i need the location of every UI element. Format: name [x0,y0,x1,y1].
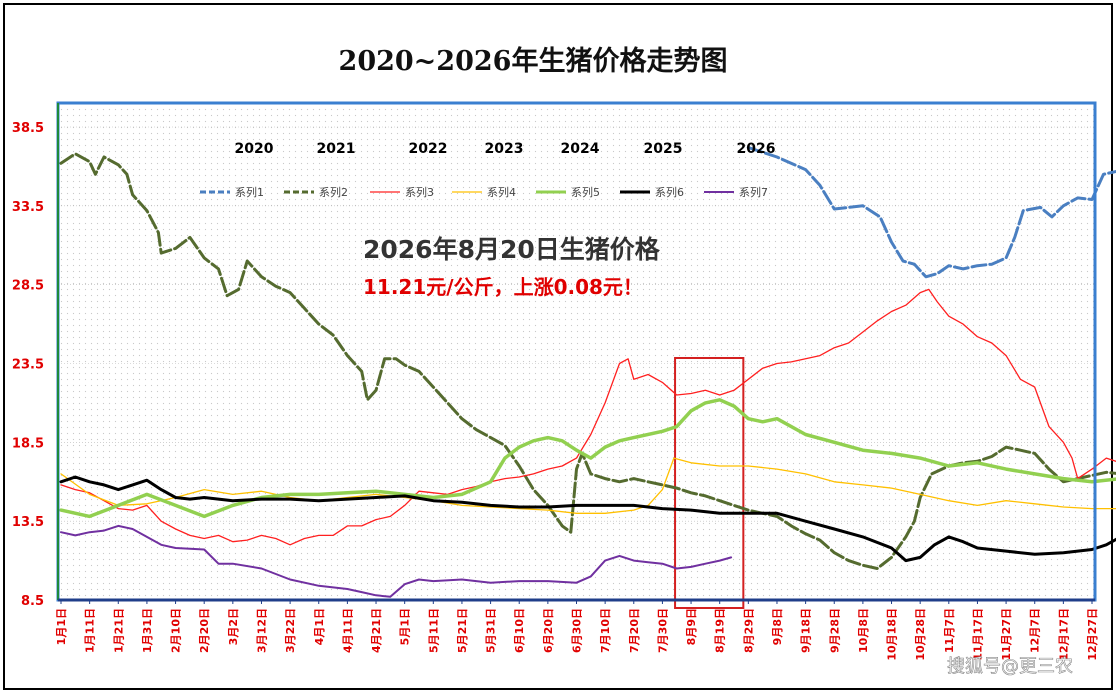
x-tick-label: 5月21日 [456,608,469,653]
x-tick-label: 3月22日 [284,608,297,653]
series-line-系列7 [60,524,733,598]
x-tick-label: 1月1日 [55,608,68,645]
series-line-系列5 [59,398,1116,519]
x-tick-label: 12月27日 [1086,608,1099,661]
plot-area [58,103,1095,600]
x-tick-label: 1月31日 [141,608,154,653]
legend-label: 系列3 [405,185,434,199]
x-tick-label: 9月18日 [800,608,813,653]
x-tick-label: 5月31日 [485,608,498,653]
x-tick-label: 1月11日 [84,608,97,653]
x-tick-label: 5月1日 [399,608,412,645]
x-tick-label: 10月28日 [914,608,927,661]
x-tick-label: 10月8日 [857,608,870,653]
legend-label: 系列4 [487,185,516,199]
x-tick-label: 7月30日 [656,608,669,653]
x-tick-label: 11月27日 [1000,608,1013,661]
x-tick-label: 12月17日 [1057,608,1070,661]
y-axis-ticks: 38.5 33.5 28.5 23.5 18.5 13.5 8.5 [12,121,44,609]
x-tick-label: 9月8日 [771,608,784,645]
series-layer [59,146,1116,598]
year-label: 2021 [317,141,356,157]
chart-title: 2020~2026年生猪价格走势图 [339,45,728,77]
legend-label: 系列7 [739,185,768,199]
legend: 系列1 系列2 系列3 系列4 系列5 系列6 系列7 [200,185,768,199]
x-tick-label: 1月21日 [112,608,125,653]
x-tick-label: 3月12日 [255,608,268,653]
series-line-系列1 [746,146,1116,279]
series-line-系列3 [60,288,1116,546]
x-tick-label: 9月28日 [828,608,841,653]
watermark: 搜狐号@更三农 [947,656,1073,677]
x-tick-label: 12月7日 [1029,608,1042,653]
legend-label: 系列5 [571,185,600,199]
series-line-系列6 [59,475,1116,563]
x-tick-label: 6月20日 [542,608,555,653]
y-tick-label: 23.5 [12,358,44,373]
x-tick-label: 7月10日 [599,608,612,653]
x-tick-label: 6月10日 [513,608,526,653]
x-tick-label: 7月20日 [628,608,641,653]
annotation-title: 2026年8月20日生猪价格 [363,235,661,264]
x-tick-label: 4月21日 [370,608,383,653]
year-label: 2026 [737,141,776,157]
x-axis-ticks: 1月1日 1月11日 1月21日 1月31日 2月10日 2月20日 3月2日 3月12日 3月… [55,600,1099,661]
x-tick-label: 10月18日 [886,608,899,661]
legend-label: 系列1 [235,185,264,199]
year-label: 2022 [409,141,448,157]
y-tick-label: 13.5 [12,515,44,530]
y-tick-label: 33.5 [12,200,44,215]
year-labels: 2020 2021 2022 2023 2024 2025 2026 [235,141,776,157]
year-label: 2024 [561,141,600,157]
x-tick-label: 11月17日 [971,608,984,661]
y-tick-label: 38.5 [12,121,44,136]
series-line-系列2 [59,152,1116,570]
x-tick-label: 5月11日 [427,608,440,653]
x-tick-label: 3月2日 [227,608,240,645]
highlight-box [674,357,745,609]
x-tick-label: 8月29日 [742,608,755,653]
highlight-layer [674,357,745,609]
annotation-value: 11.21元/公斤，上涨0.08元！ [363,275,643,299]
x-tick-label: 2月20日 [198,608,211,653]
x-tick-label: 8月19日 [714,608,727,653]
legend-label: 系列2 [319,185,348,199]
x-tick-label: 6月30日 [571,608,584,653]
y-tick-label: 28.5 [12,279,44,294]
year-label: 2023 [485,141,524,157]
year-label: 2025 [644,141,683,157]
legend-label: 系列6 [655,185,684,199]
x-tick-label: 4月1日 [313,608,326,645]
x-tick-label: 2月10日 [170,608,183,653]
x-tick-label: 11月7日 [943,608,956,653]
x-tick-label: 4月11日 [341,608,354,653]
y-tick-label: 8.5 [21,594,44,609]
series-line-系列4 [60,457,1116,514]
y-tick-label: 18.5 [12,436,44,451]
x-tick-label: 8月9日 [685,608,698,645]
year-label: 2020 [235,141,274,157]
